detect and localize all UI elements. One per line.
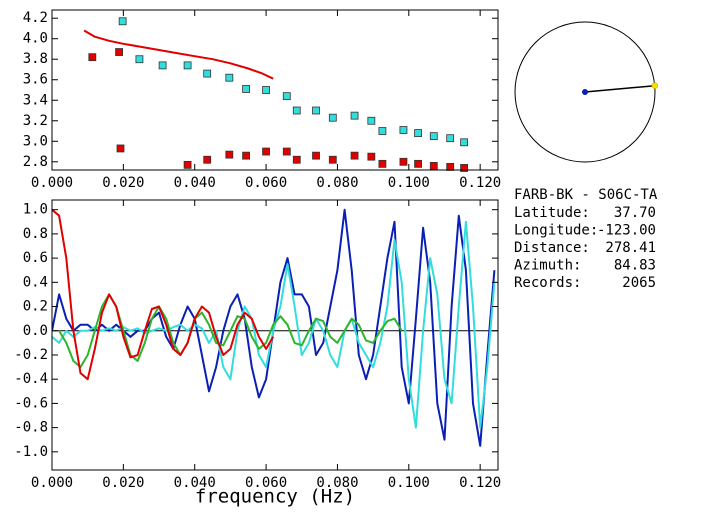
- series-line: [52, 208, 275, 381]
- plot-frame: [51, 9, 499, 171]
- y-tick-label: 0.4: [23, 274, 48, 290]
- y-tick-label: 0.0: [23, 323, 48, 339]
- x-tick-label: 0.000: [31, 175, 73, 191]
- square-marker: [282, 92, 291, 101]
- field-value: -123.00: [597, 223, 656, 239]
- y-tick-label: 0.6: [23, 250, 48, 266]
- y-tick-label: 0.2: [23, 299, 48, 315]
- square-marker: [183, 61, 192, 70]
- y-tick-label: 4.2: [23, 10, 48, 26]
- y-tick-label: 3.4: [23, 92, 48, 108]
- y-tick-label: 3.0: [23, 133, 48, 149]
- square-marker: [378, 159, 387, 168]
- field-label: Longitude:: [514, 223, 598, 239]
- square-marker: [367, 152, 376, 161]
- square-marker: [292, 155, 301, 164]
- square-marker: [350, 151, 359, 160]
- x-tick-label: 0.080: [316, 175, 358, 191]
- y-tick-label: 0.8: [23, 226, 48, 242]
- y-tick-label: -1.0: [14, 444, 48, 460]
- square-marker: [203, 155, 212, 164]
- series-line: [52, 220, 496, 429]
- station-dot: [582, 89, 588, 95]
- square-marker: [158, 61, 167, 70]
- event-dot: [651, 82, 658, 89]
- azimuth-circle: [514, 21, 656, 163]
- x-tick-label: 0.120: [459, 475, 501, 491]
- square-marker: [262, 147, 270, 156]
- x-tick-label: 0.040: [174, 475, 216, 491]
- series-line: [83, 29, 274, 80]
- square-marker: [225, 73, 234, 82]
- square-marker: [242, 151, 250, 160]
- square-marker: [118, 17, 127, 26]
- y-tick-label: 3.8: [23, 51, 48, 67]
- x-tick-label: 0.060: [245, 175, 287, 191]
- square-marker: [312, 106, 320, 115]
- x-tick-label: 0.020: [102, 175, 144, 191]
- field-label: Records:: [514, 275, 581, 291]
- field-label: Azimuth:: [514, 258, 581, 274]
- field-value: 37.70: [614, 205, 656, 221]
- square-marker: [350, 111, 359, 120]
- y-tick-label: -0.6: [14, 395, 48, 411]
- y-tick-label: -0.8: [14, 420, 48, 436]
- square-marker: [399, 157, 408, 166]
- square-marker: [446, 134, 455, 143]
- square-marker: [367, 116, 376, 125]
- x-tick-label: 0.060: [245, 475, 287, 491]
- square-marker: [446, 163, 455, 171]
- square-marker: [429, 161, 438, 170]
- square-marker: [116, 144, 125, 153]
- azimuth-line: [584, 84, 655, 93]
- x-axis-title: frequency (Hz): [195, 486, 355, 508]
- square-marker: [282, 147, 291, 156]
- station-name: FARB-BK - S06C-TA: [514, 187, 658, 203]
- square-marker: [328, 155, 337, 164]
- x-tick-label: 0.000: [31, 475, 73, 491]
- field-value: 2065: [622, 275, 656, 291]
- y-tick-label: 3.6: [23, 72, 48, 88]
- square-marker: [225, 150, 234, 159]
- square-marker: [292, 106, 301, 115]
- x-tick-label: 0.100: [388, 475, 430, 491]
- square-marker: [135, 55, 144, 64]
- x-tick-label: 0.080: [316, 475, 358, 491]
- square-marker: [262, 86, 270, 94]
- y-tick-label: 4.0: [23, 31, 48, 47]
- square-marker: [183, 160, 192, 169]
- square-marker: [203, 69, 212, 78]
- plot-frame: [51, 199, 499, 471]
- y-tick-label: 1.0: [23, 202, 48, 218]
- x-tick-label: 0.040: [174, 175, 216, 191]
- square-marker: [414, 129, 422, 137]
- square-marker: [115, 48, 123, 56]
- x-tick-label: 0.120: [459, 175, 501, 191]
- y-tick-label: 2.8: [23, 154, 48, 170]
- field-value: 278.41: [605, 240, 656, 256]
- field-value: 84.83: [614, 258, 656, 274]
- y-tick-label: -0.4: [14, 371, 48, 387]
- square-marker: [414, 159, 422, 168]
- field-label: Distance:: [514, 240, 590, 256]
- square-marker: [460, 164, 469, 172]
- square-marker: [378, 127, 387, 135]
- x-tick-label: 0.020: [102, 475, 144, 491]
- square-marker: [328, 113, 337, 122]
- square-marker: [429, 132, 438, 141]
- square-marker: [399, 126, 408, 134]
- square-marker: [460, 138, 469, 147]
- square-marker: [242, 85, 250, 93]
- y-tick-label: -0.2: [14, 347, 48, 363]
- square-marker: [312, 151, 320, 160]
- y-tick-label: 3.2: [23, 113, 48, 129]
- square-marker: [88, 53, 97, 62]
- x-tick-label: 0.100: [388, 175, 430, 191]
- field-label: Latitude:: [514, 205, 590, 221]
